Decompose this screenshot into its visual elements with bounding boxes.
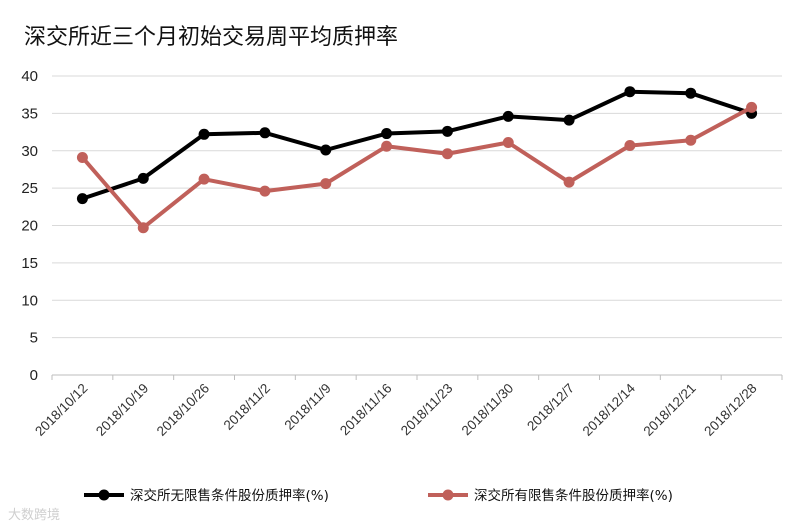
data-point — [746, 101, 758, 113]
data-point — [624, 140, 636, 152]
data-point — [441, 148, 453, 160]
y-tick-label: 20 — [21, 218, 38, 235]
data-point — [685, 87, 697, 99]
y-tick-label: 40 — [21, 68, 38, 85]
gridlines — [52, 75, 782, 376]
x-tick-label: 2018/11/2 — [221, 381, 273, 433]
data-point — [502, 110, 514, 122]
series-1 — [76, 86, 758, 205]
watermark: 大数跨境 — [8, 508, 60, 523]
x-tick-label: 2018/10/19 — [93, 381, 151, 439]
y-tick-label: 25 — [21, 180, 38, 197]
x-tick-label: 2018/12/7 — [524, 381, 577, 434]
chart-title: 深交所近三个月初始交易周平均质押率 — [24, 25, 398, 50]
legend-label: 深交所无限售条件股份质押率(%) — [130, 487, 329, 504]
y-tick-label: 10 — [21, 292, 38, 309]
x-tick-label: 2018/10/26 — [154, 381, 212, 439]
data-point — [563, 114, 575, 126]
legend: 深交所无限售条件股份质押率(%) 深交所有限售条件股份质押率(%) — [84, 487, 673, 504]
legend-label: 深交所有限售条件股份质押率(%) — [474, 487, 673, 504]
data-point — [685, 134, 697, 146]
x-tick-label: 2018/10/12 — [32, 381, 90, 439]
data-point — [137, 222, 149, 234]
legend-swatch-marker — [98, 489, 110, 501]
data-point — [381, 128, 393, 140]
y-tick-label: 0 — [30, 367, 38, 384]
data-point — [259, 185, 271, 197]
data-point — [441, 125, 453, 137]
series-line — [81, 89, 753, 201]
data-point — [563, 176, 575, 188]
y-tick-label: 5 — [30, 330, 38, 347]
legend-swatch-marker — [442, 489, 454, 501]
x-tick-label: 2018/11/23 — [398, 381, 456, 439]
data-point — [76, 193, 88, 205]
legend-item-1: 深交所无限售条件股份质押率(%) — [84, 487, 329, 504]
x-tick-label: 2018/11/16 — [337, 381, 395, 439]
series-line — [80, 105, 753, 230]
data-point — [198, 128, 210, 140]
data-point — [137, 172, 149, 184]
series-layer — [76, 86, 758, 234]
x-tick-label: 2018/12/14 — [580, 380, 639, 439]
data-point — [624, 86, 636, 98]
y-axis: 0 5 10 15 20 25 30 35 40 — [21, 68, 38, 384]
data-point — [320, 144, 332, 156]
x-tick-label: 2018/11/9 — [282, 381, 334, 433]
data-point — [259, 127, 271, 139]
y-tick-label: 15 — [21, 255, 38, 272]
y-tick-label: 30 — [21, 143, 38, 160]
data-point — [76, 151, 88, 163]
data-point — [198, 173, 210, 185]
data-point — [320, 178, 332, 190]
x-axis: 2018/10/12 2018/10/19 2018/10/26 2018/11/2 2… — [32, 375, 783, 439]
x-tick-label: 2018/12/28 — [701, 381, 759, 439]
data-point — [381, 140, 393, 152]
x-tick-label: 2018/11/30 — [459, 381, 517, 439]
legend-item-2: 深交所有限售条件股份质押率(%) — [428, 487, 673, 504]
series-2 — [76, 101, 758, 234]
data-point — [502, 137, 514, 149]
x-tick-label: 2018/12/21 — [640, 381, 698, 439]
y-tick-label: 35 — [21, 105, 38, 122]
